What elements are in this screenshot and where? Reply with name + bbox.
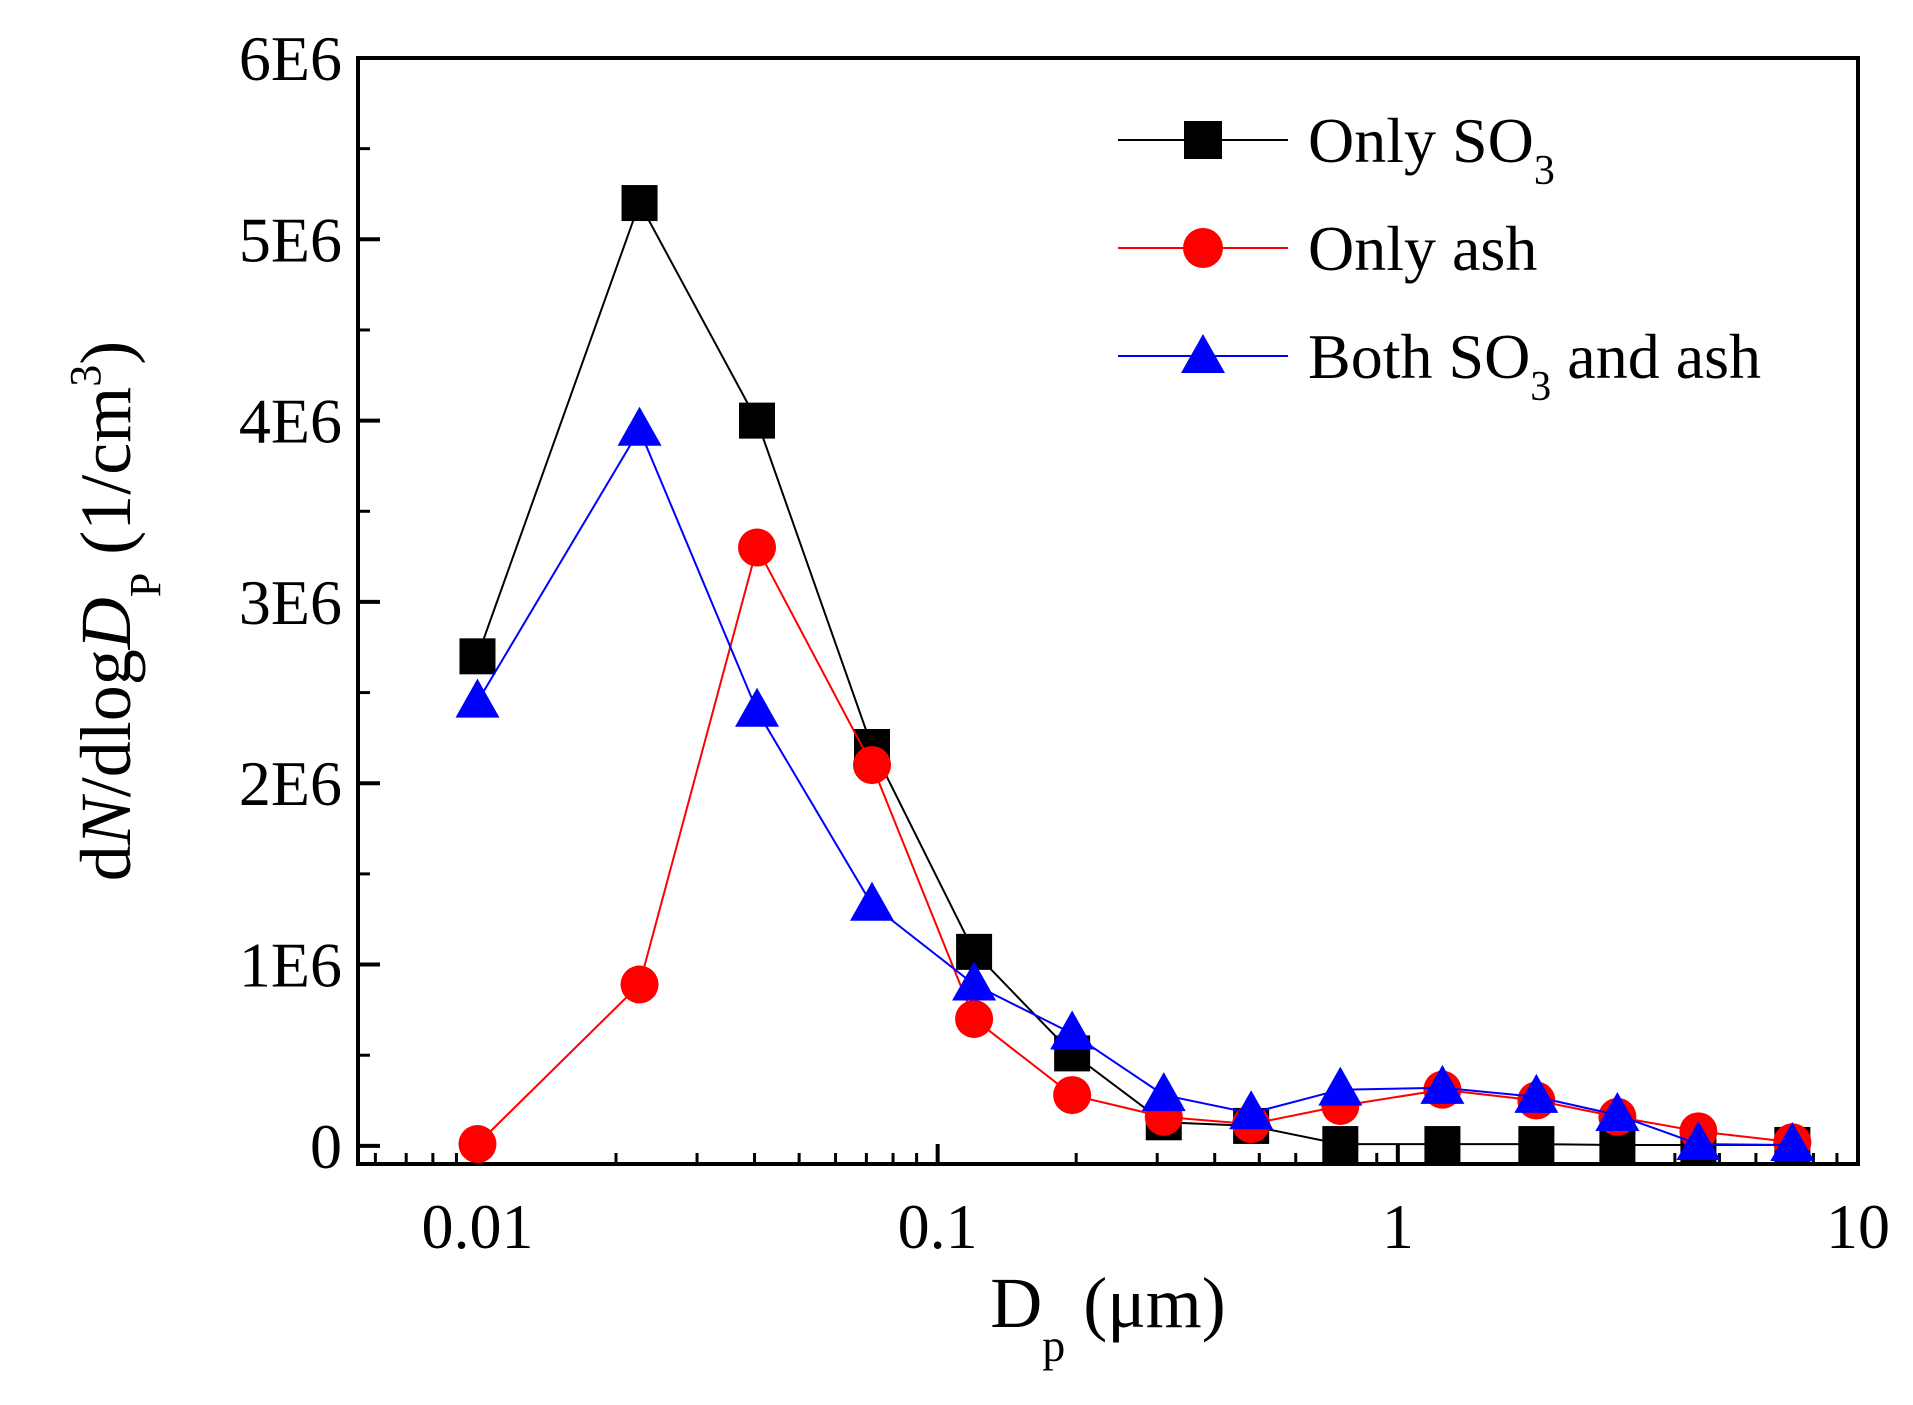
legend-label-main: Both SO: [1308, 321, 1530, 392]
series-2: [455, 406, 1815, 1161]
data-point-circle: [955, 999, 994, 1038]
data-point-triangle: [1514, 1073, 1559, 1113]
y-tick-label: 2E6: [239, 748, 342, 819]
y-axis-title-italic2: D: [66, 597, 146, 650]
data-point-square: [1518, 1126, 1555, 1163]
y-axis-title-italic1: N: [66, 793, 146, 846]
y-tick-label: 3E6: [239, 567, 342, 638]
x-axis-title-main: D: [990, 1263, 1042, 1343]
data-point-triangle: [1676, 1121, 1721, 1161]
legend-label-only-so3: Only SO3: [1308, 105, 1555, 194]
data-point-triangle: [1050, 1010, 1095, 1050]
data-point-square: [621, 185, 658, 222]
x-axis-title-rest: (μm): [1065, 1263, 1226, 1343]
legend-marker-triangle: [1181, 334, 1225, 373]
legend-label-main: Only SO: [1308, 105, 1534, 176]
x-tick-label: 10: [1826, 1191, 1890, 1262]
y-axis-title-part3: (1/cm: [66, 387, 146, 573]
axis-tick-labels: 0.01 0.1 1 10 0 1E6 2E6 3E6 4E6 5E6 6E6: [239, 23, 1890, 1262]
data-point-triangle: [1420, 1064, 1465, 1104]
y-axis-title-part1: d: [66, 845, 146, 881]
y-axis-title-sub: P: [121, 573, 170, 597]
x-tick-label: 0.1: [898, 1191, 978, 1262]
series-line: [476, 427, 1793, 1146]
legend-marker-square: [1184, 121, 1222, 159]
legend-item-only-ash: Only ash: [1118, 213, 1537, 284]
x-tick-label: 0.01: [421, 1191, 533, 1262]
legend-label-only-ash: Only ash: [1308, 213, 1537, 284]
y-tick-label: 0: [310, 1111, 342, 1182]
legend-item-only-so3: Only SO3: [1118, 105, 1555, 194]
data-point-triangle: [455, 678, 500, 718]
data-point-circle: [738, 528, 777, 567]
y-axis-title: dN/dlogDP (1/cm3): [61, 341, 170, 881]
y-tick-label: 1E6: [239, 930, 342, 1001]
legend-label-main: Only ash: [1308, 213, 1537, 284]
data-point-triangle: [1141, 1072, 1186, 1112]
axis-ticks: [358, 56, 1860, 1164]
data-point-triangle: [735, 687, 780, 727]
y-tick-label: 4E6: [239, 386, 342, 457]
x-axis-title: Dp (μm): [990, 1263, 1226, 1371]
data-point-square: [1424, 1126, 1461, 1163]
y-axis-title-part4: ): [66, 341, 146, 365]
data-point-circle: [1053, 1076, 1092, 1115]
data-point-triangle: [850, 881, 895, 921]
data-point-circle: [458, 1125, 497, 1164]
data-point-circle: [620, 965, 659, 1004]
legend-label-rest: and ash: [1551, 321, 1761, 392]
legend-label-sub: 3: [1530, 364, 1551, 410]
series-1: [458, 528, 1812, 1164]
legend-label-both: Both SO3 and ash: [1308, 321, 1761, 410]
x-tick-label: 1: [1382, 1191, 1414, 1262]
series-layer: [455, 185, 1815, 1164]
data-point-square: [739, 402, 776, 439]
data-point-circle: [853, 746, 892, 785]
legend-label-sub: 3: [1534, 148, 1555, 194]
legend-marker-circle: [1183, 228, 1223, 268]
y-tick-label: 6E6: [239, 23, 342, 94]
data-point-triangle: [1770, 1121, 1815, 1161]
data-point-square: [459, 638, 496, 675]
data-point-triangle: [1229, 1090, 1274, 1130]
series-line: [476, 544, 1793, 1145]
data-point-triangle: [952, 961, 997, 1001]
plot-frame: [356, 56, 1860, 1166]
legend: Only SO3 Only ash Both SO3 and ash: [1118, 105, 1761, 410]
data-point-triangle: [617, 406, 662, 446]
data-point-triangle: [1318, 1066, 1363, 1106]
y-axis-title-sup: 3: [61, 365, 110, 387]
y-axis-title-part2: /dlog: [66, 649, 146, 797]
data-point-square: [1322, 1126, 1359, 1163]
x-axis-title-sub: p: [1042, 1320, 1065, 1371]
legend-item-both: Both SO3 and ash: [1118, 321, 1761, 410]
data-point-triangle: [1595, 1092, 1640, 1132]
y-tick-label: 5E6: [239, 204, 342, 275]
